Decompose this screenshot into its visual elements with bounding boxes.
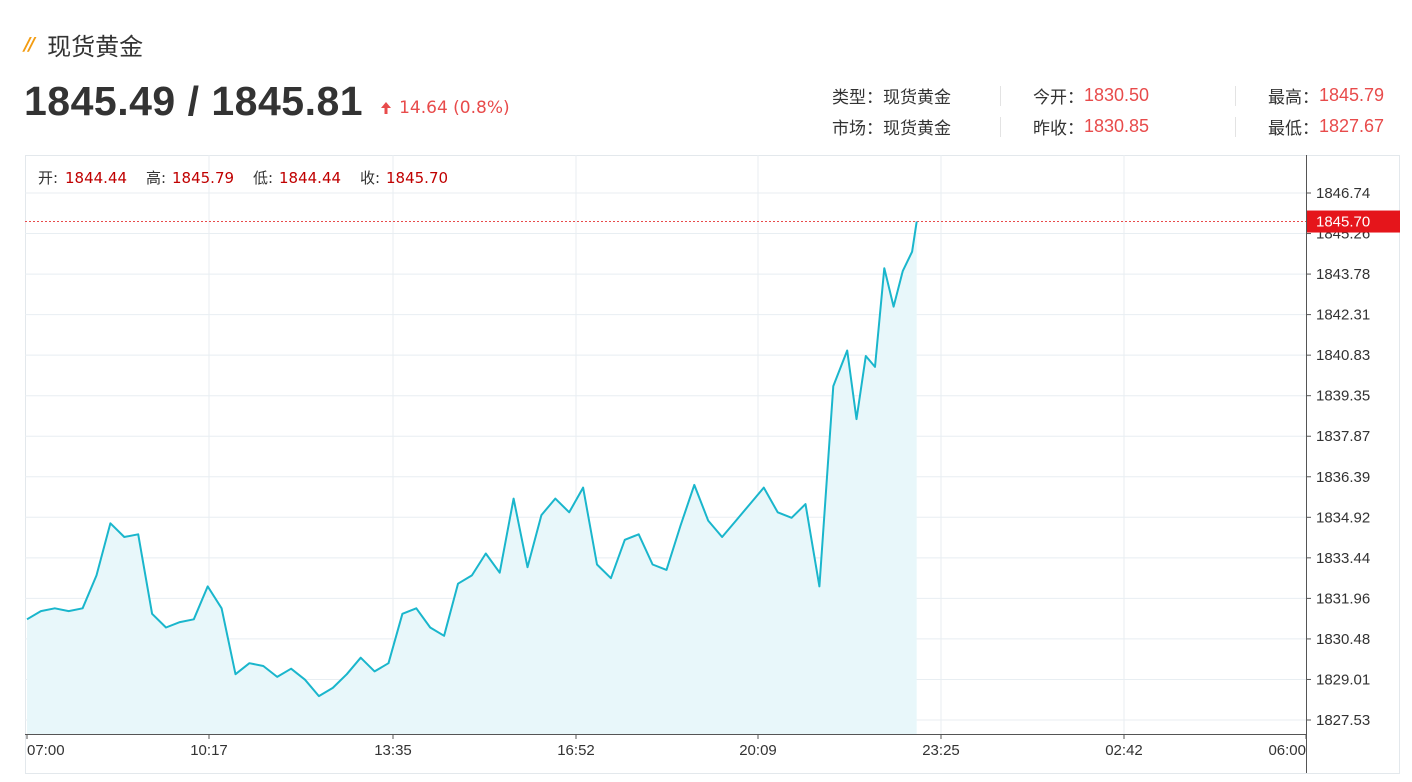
change-value: 14.64 (0.8%)	[399, 98, 510, 118]
ohlc-close-label: 收:	[360, 169, 380, 187]
market-value: 现货黄金	[883, 119, 951, 139]
ohlc-low-value: 1844.44	[279, 169, 341, 187]
info-row-1: 类型： 现货黄金 今开： 1830.50 最高： 1845.79	[832, 80, 1402, 111]
prev-close-value: 1830.85	[1084, 116, 1150, 136]
type-value: 现货黄金	[883, 88, 951, 108]
instrument-name: 现货黄金	[47, 32, 144, 61]
high-value: 1845.79	[1319, 85, 1385, 105]
y-tick-label: 1834.92	[1316, 509, 1370, 526]
y-tick-label: 1831.96	[1316, 590, 1370, 607]
info-type: 类型： 现货黄金	[832, 83, 1000, 108]
price-line	[26, 221, 918, 698]
y-tick-label: 1833.44	[1316, 550, 1370, 567]
high-label: 最高：	[1268, 88, 1319, 108]
divider	[1235, 116, 1236, 137]
y-tick-label: 1846.74	[1316, 185, 1370, 202]
low-label: 最低：	[1268, 119, 1319, 139]
price-change: 14.64 (0.8%)	[379, 98, 510, 118]
y-tick-label: 1827.53	[1316, 712, 1370, 729]
info-market: 市场： 现货黄金	[832, 114, 1000, 139]
divider	[1000, 116, 1001, 137]
x-tick-label: 10:17	[190, 742, 228, 759]
prev-close-label: 昨收：	[1033, 119, 1084, 139]
divider	[1000, 85, 1001, 106]
y-tick-label: 1830.48	[1316, 631, 1370, 648]
ohlc-open-label: 开:	[38, 169, 58, 187]
info-low: 最低： 1827.67	[1268, 114, 1402, 139]
price-summary: 1845.49 / 1845.81 14.64 (0.8%)	[24, 78, 510, 125]
y-tick-label: 1829.01	[1316, 671, 1370, 688]
info-open: 今开： 1830.50	[1033, 83, 1235, 108]
ohlc-low-label: 低:	[253, 169, 273, 187]
x-tick-label: 16:52	[557, 742, 595, 759]
slash-logo-icon: //	[24, 33, 35, 55]
current-price-box	[1307, 210, 1400, 233]
market-label: 市场：	[832, 119, 883, 139]
ohlc-legend: 开: 1844.44 高: 1845.79 低: 1844.44 收: 1845…	[38, 169, 448, 187]
info-row-2: 市场： 现货黄金 昨收： 1830.85 最低： 1827.67	[832, 111, 1402, 142]
y-tick-label: 1837.87	[1316, 428, 1370, 445]
x-tick-label: 07:00	[27, 742, 65, 759]
header-title: // 现货黄金	[24, 26, 143, 62]
y-tick-label: 1840.83	[1316, 347, 1370, 364]
y-axis-ticks: 1846.741845.261843.781842.311840.831839.…	[1306, 185, 1370, 729]
type-label: 类型：	[832, 88, 883, 108]
x-tick-label: 06:00	[1268, 742, 1306, 759]
open-label: 今开：	[1033, 88, 1084, 108]
ohlc-close-value: 1845.70	[386, 169, 448, 187]
ohlc-open-value: 1844.44	[65, 169, 127, 187]
x-axis-ticks: 07:00 10:17 13:35 16:52 20:09 23:25 02:42 06:00	[26, 734, 1307, 759]
price-area	[27, 221, 917, 734]
chart-frame	[25, 155, 1400, 774]
info-prev-close: 昨收： 1830.85	[1033, 114, 1235, 139]
current-price-label: 1845.70	[1316, 214, 1370, 231]
current-price-tag: 1845.70	[1307, 210, 1400, 233]
x-tick-label: 23:25	[922, 742, 960, 759]
low-value: 1827.67	[1319, 116, 1385, 136]
x-tick-label: 02:42	[1105, 742, 1143, 759]
x-tick-label: 20:09	[739, 742, 777, 759]
y-tick-label: 1842.31	[1316, 307, 1370, 324]
arrow-up-icon	[381, 102, 392, 114]
y-tick-label: 1839.35	[1316, 388, 1370, 405]
y-tick-label: 1836.39	[1316, 469, 1370, 486]
y-tick-label: 1843.78	[1316, 266, 1370, 283]
open-value: 1830.50	[1084, 85, 1150, 105]
ohlc-high-value: 1845.79	[172, 169, 234, 187]
divider	[1235, 85, 1236, 106]
bid-ask-price: 1845.49 / 1845.81	[24, 78, 364, 124]
quote-info-panel: 类型： 现货黄金 今开： 1830.50 最高： 1845.79 市场： 现货黄…	[832, 80, 1402, 142]
info-high: 最高： 1845.79	[1268, 83, 1402, 108]
x-tick-label: 13:35	[374, 742, 412, 759]
ohlc-high-label: 高:	[146, 169, 166, 187]
